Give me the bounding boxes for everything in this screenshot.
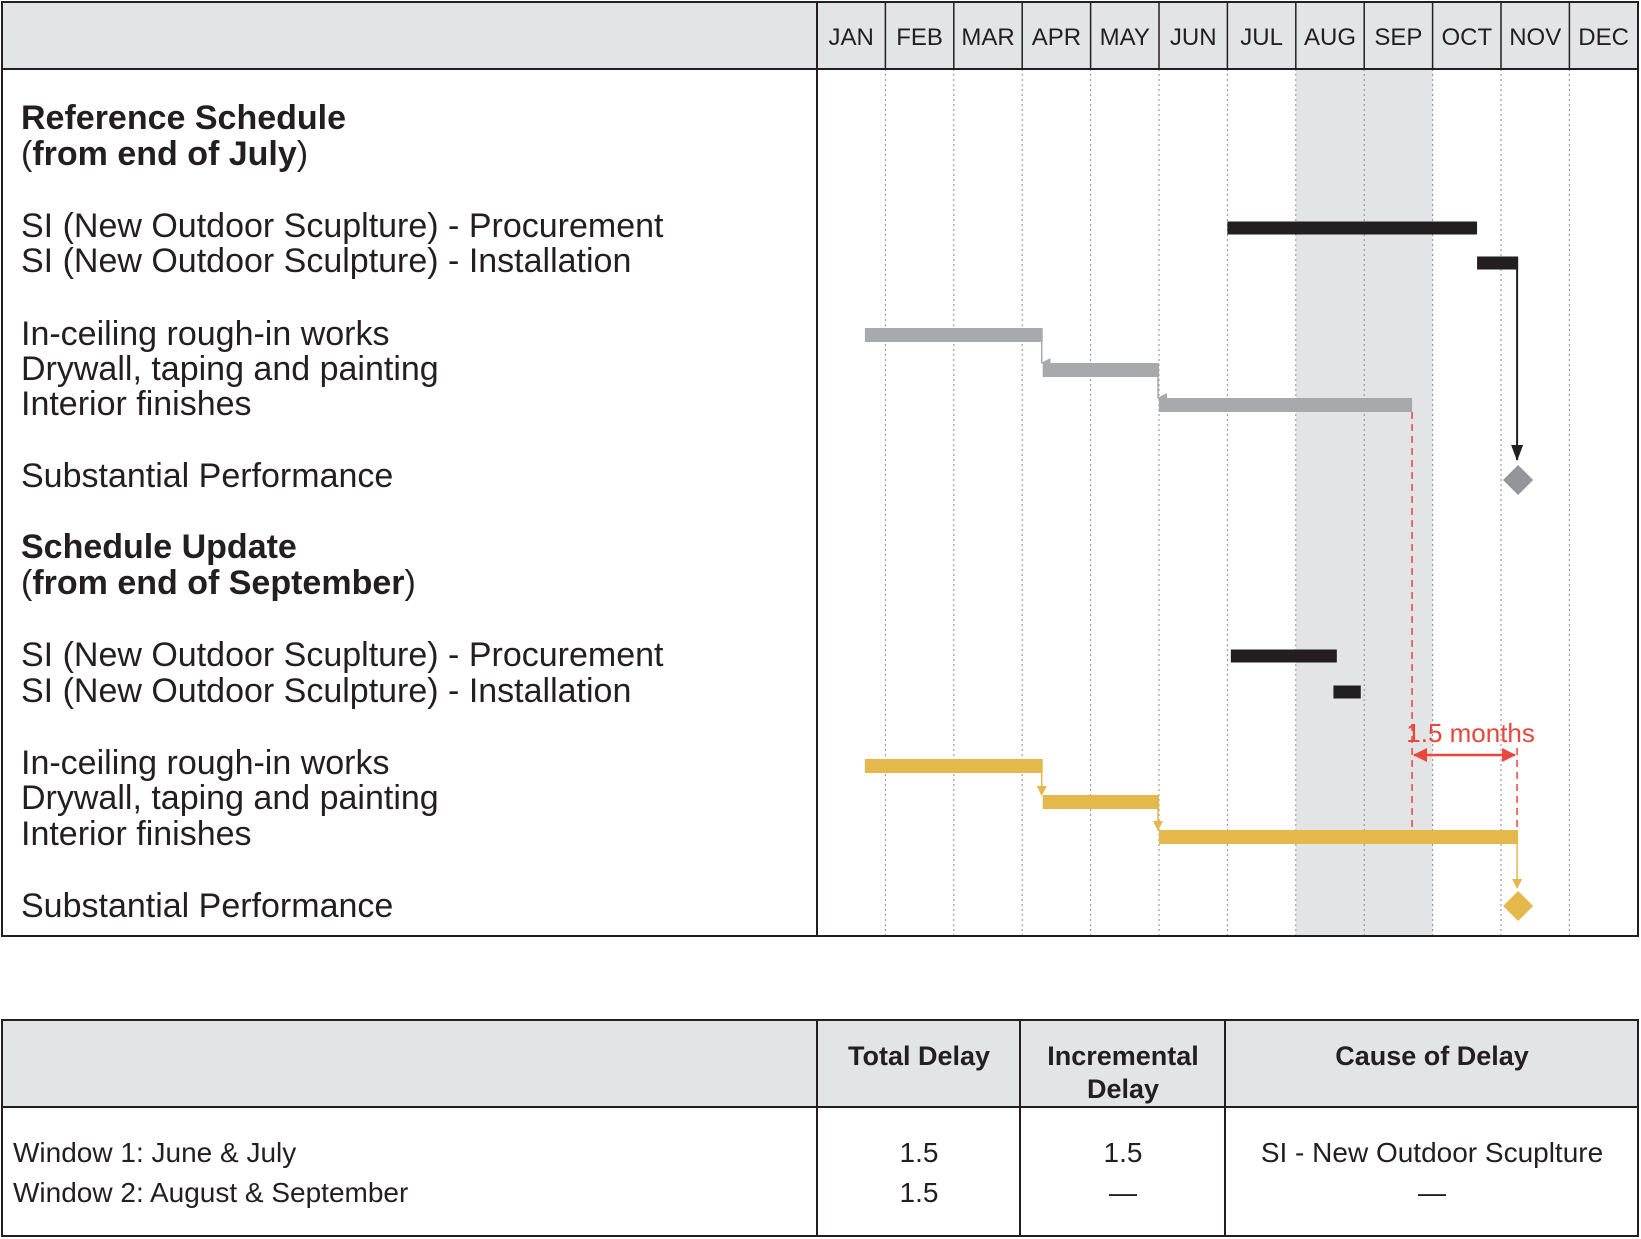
task-label: In-ceiling rough-in works: [21, 315, 390, 353]
month-label: JUN: [1170, 24, 1217, 51]
task-label: In-ceiling rough-in works: [21, 744, 390, 782]
task-label: SI (New Outdoor Sculpture) - Installatio…: [21, 242, 632, 280]
section-subtitle-update: (from end of September): [21, 564, 416, 602]
month-label: FEB: [896, 24, 943, 51]
table-cell-incremental-delay: —: [1109, 1177, 1137, 1208]
milestone-diamond: [1503, 465, 1534, 495]
table-cell-window: Window 2: August & September: [13, 1177, 409, 1208]
task-label: SI (New Outdoor Scuplture) - Procurement: [21, 636, 664, 674]
month-label: APR: [1032, 24, 1081, 51]
task-label: Drywall, taping and painting: [21, 350, 439, 388]
table-cell-incremental-delay: 1.5: [1103, 1137, 1143, 1168]
delay-annotation-label: 1.5 months: [1406, 718, 1535, 748]
task-bar: [1230, 649, 1337, 663]
month-label: MAR: [961, 24, 1014, 51]
chart-frame: [1, 1, 1639, 937]
task-label: Interior finishes: [21, 385, 252, 423]
task-bar: [1159, 830, 1519, 844]
task-label: SI (New Outdoor Scuplture) - Procurement: [21, 207, 664, 245]
task-bar: [1042, 795, 1159, 809]
task-label: SI (New Outdoor Sculpture) - Installatio…: [21, 672, 632, 710]
task-label: Interior finishes: [21, 815, 252, 853]
task-label: Drywall, taping and painting: [21, 779, 439, 817]
table-header-incremental-delay: Incremental Delay: [1047, 1041, 1199, 1104]
delay-table-frame: [1, 1019, 1639, 1237]
table-cell-cause: SI - New Outdoor Scuplture: [1260, 1137, 1604, 1168]
section-title-update: Schedule Update: [21, 528, 297, 566]
month-label: OCT: [1441, 24, 1492, 51]
section-title-reference: Reference Schedule: [21, 99, 347, 137]
table-header-cause-of-delay: Cause of Delay: [1335, 1041, 1529, 1071]
highlight-window-shade: [1295, 69, 1433, 936]
section-subtitle-reference: (from end of July): [21, 135, 309, 173]
task-bar: [1042, 363, 1159, 377]
month-label: DEC: [1578, 24, 1629, 51]
task-bar: [1477, 256, 1519, 270]
month-label: MAY: [1100, 24, 1150, 51]
table-cell-cause: —: [1418, 1177, 1446, 1208]
table-cell-window: Window 1: June & July: [13, 1137, 297, 1168]
month-label: JUL: [1240, 24, 1283, 51]
month-label: SEP: [1374, 24, 1422, 51]
month-label: NOV: [1509, 24, 1561, 51]
task-bar: [1227, 221, 1478, 235]
task-bar: [1159, 398, 1413, 412]
task-bar: [864, 759, 1043, 773]
milestone-label: Substantial Performance: [21, 887, 394, 925]
milestone-label: Substantial Performance: [21, 457, 394, 495]
header-band: [2, 2, 1638, 69]
task-bar: [1333, 685, 1361, 699]
month-label: JAN: [829, 24, 874, 51]
task-bar: [864, 328, 1043, 342]
table-cell-total-delay: 1.5: [899, 1177, 939, 1208]
table-header-total-delay: Total Delay: [847, 1041, 991, 1071]
table-cell-total-delay: 1.5: [899, 1137, 939, 1168]
milestone-diamond: [1503, 891, 1534, 921]
month-label: AUG: [1304, 24, 1356, 51]
